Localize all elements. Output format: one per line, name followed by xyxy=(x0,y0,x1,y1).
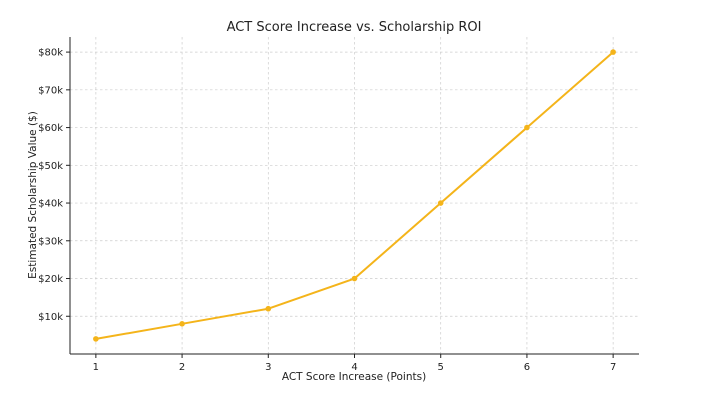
data-point xyxy=(437,200,444,206)
y-tick-label: $60k xyxy=(38,123,63,134)
data-point xyxy=(93,336,99,342)
y-tick-label: $20k xyxy=(38,274,63,285)
x-tick-label: 7 xyxy=(610,362,616,373)
y-tick-label: $10k xyxy=(38,312,63,323)
tick-layer: 1 2 3 4 5 6 7 $10k $20k $30k $40k $50k $60k $70k $80k xyxy=(38,48,616,373)
data-point xyxy=(265,305,272,312)
data-point xyxy=(351,275,358,282)
x-axis-label: ACT Score Increase (Points) xyxy=(282,371,426,383)
data-point xyxy=(610,49,616,55)
x-tick-label: 5 xyxy=(438,362,444,373)
y-tick-label: $40k xyxy=(38,199,63,210)
data-point xyxy=(179,321,185,327)
x-tick-label: 4 xyxy=(351,362,357,373)
y-axis-label: Estimated Scholarship Value ($) xyxy=(27,111,39,279)
y-tick-label: $80k xyxy=(38,48,63,59)
x-tick-label: 3 xyxy=(265,362,271,373)
axes-spines xyxy=(69,37,639,355)
y-tick-label: $50k xyxy=(38,161,63,172)
x-tick-label: 6 xyxy=(524,362,530,373)
x-tick-label: 1 xyxy=(93,362,99,373)
data-point xyxy=(524,124,530,131)
chart-title: ACT Score Increase vs. Scholarship ROI xyxy=(227,20,482,35)
y-tick-label: $70k xyxy=(38,85,63,96)
grid-layer xyxy=(70,37,639,354)
y-tick-label: $30k xyxy=(38,236,63,247)
x-tick-label: 2 xyxy=(179,362,185,373)
series-line xyxy=(95,51,614,340)
series-layer xyxy=(93,49,616,342)
